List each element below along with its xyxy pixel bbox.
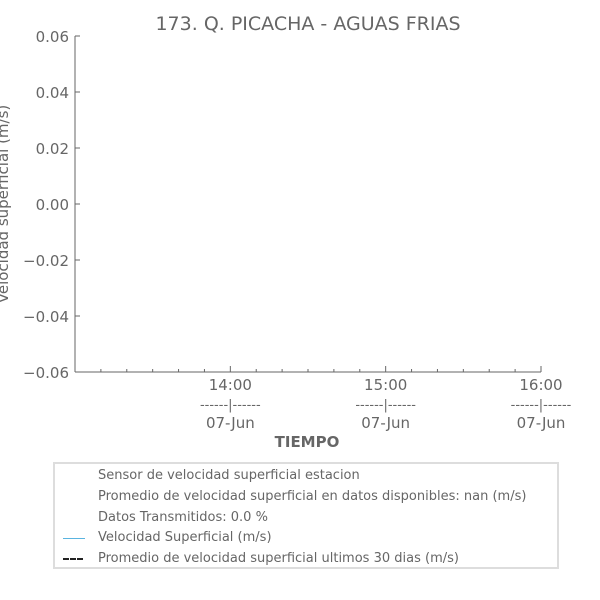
x-tick-time: 15:00 — [364, 376, 407, 394]
x-tick-separator: ------|------ — [511, 398, 572, 413]
x-tick-time: 16:00 — [519, 376, 562, 394]
x-axis-label: TIEMPO — [275, 433, 340, 451]
y-tick-label: −0.06 — [23, 364, 69, 382]
legend-info-line-2: Promedio de velocidad superficial en dat… — [98, 489, 527, 504]
legend-line-icon — [63, 538, 85, 539]
y-ticks: 0.06 0.04 0.02 0.00 −0.02 −0.04 −0.06 — [23, 28, 80, 382]
chart-title: 173. Q. PICACHA - AGUAS FRIAS — [155, 13, 460, 35]
x-minor-ticks — [100, 369, 516, 372]
y-tick-label: −0.02 — [23, 252, 69, 270]
x-ticks: 14:00------|------07-Jun15:00------|----… — [200, 366, 572, 432]
x-tick-separator: ------|------ — [200, 398, 261, 413]
x-tick-date: 07-Jun — [517, 414, 566, 432]
y-tick-label: 0.02 — [36, 140, 69, 158]
legend-dashed-line-icon — [63, 558, 83, 560]
legend-series-2: Promedio de velocidad superficial ultimo… — [98, 551, 459, 566]
x-tick-time: 14:00 — [209, 376, 252, 394]
x-tick-separator: ------|------ — [355, 398, 416, 413]
y-tick-label: 0.04 — [36, 84, 69, 102]
legend-series-1: Velocidad Superficial (m/s) — [98, 530, 272, 545]
y-tick-label: 0.06 — [36, 28, 69, 46]
legend-info-line-3: Datos Transmitidos: 0.0 % — [98, 510, 268, 525]
y-tick-label: −0.04 — [23, 308, 69, 326]
y-tick-label: 0.00 — [36, 196, 69, 214]
x-tick-date: 07-Jun — [361, 414, 410, 432]
y-axis-label: Velocidad superficial (m/s) — [0, 105, 12, 304]
legend: Sensor de velocidad superficial estacion… — [53, 462, 559, 569]
x-tick-date: 07-Jun — [206, 414, 255, 432]
legend-info-line-1: Sensor de velocidad superficial estacion — [98, 468, 360, 483]
